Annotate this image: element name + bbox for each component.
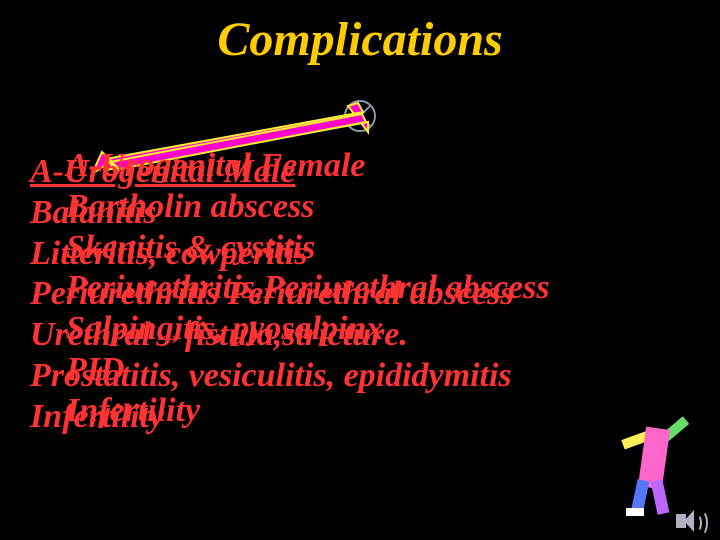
female-item-5: Infertility (30, 391, 700, 432)
slide-title: Complications (0, 12, 720, 67)
clipart-dancer-icon (612, 398, 702, 518)
heading-female: A-Urogenital Female (30, 146, 700, 187)
text-layer-female: A-Urogenital Female Bartholin abscess Sk… (30, 146, 700, 432)
female-item-4: PID (30, 350, 700, 391)
slide: { "colors": { "background": "#000000", "… (0, 0, 720, 540)
placeholder-x-circle-icon (344, 100, 376, 132)
sound-icon[interactable] (676, 508, 704, 534)
female-item-3: Salpingitis, pyosalpinx (30, 309, 700, 350)
female-item-1: Skenitis & cystitis (30, 228, 700, 269)
female-item-2: Periurethritis,Periurethral abscess (30, 268, 700, 309)
female-item-0: Bartholin abscess (30, 187, 700, 228)
